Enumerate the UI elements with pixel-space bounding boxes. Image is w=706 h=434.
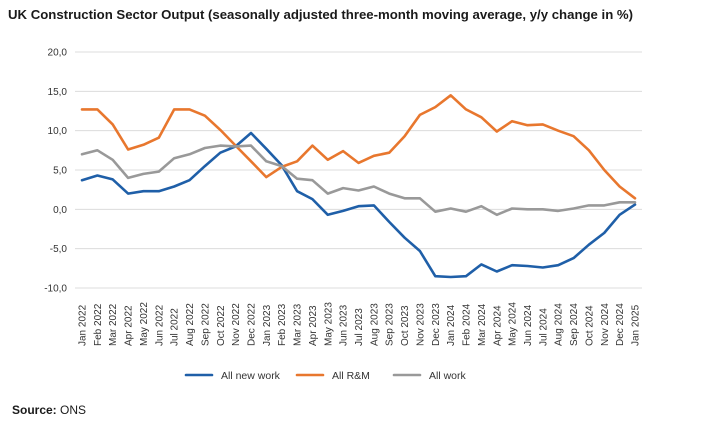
x-tick-label: May 2024 <box>508 302 519 346</box>
x-tick-label: Jul 2024 <box>538 308 549 346</box>
x-tick-label: Aug 2023 <box>369 303 380 346</box>
x-tick-label: Oct 2023 <box>400 305 411 346</box>
legend-label-all-new-work: All new work <box>221 370 281 382</box>
y-tick-label: 0,0 <box>53 205 67 216</box>
x-tick-label: Sep 2024 <box>569 303 580 346</box>
x-tick-label: Feb 2023 <box>277 303 288 346</box>
x-tick-label: Jun 2022 <box>154 304 165 346</box>
x-tick-label: Feb 2022 <box>93 303 104 346</box>
series-lines <box>80 94 637 279</box>
source-note: Source: ONS <box>12 403 86 417</box>
x-axis-ticks: Jan 2022 Feb 2022 Mar 2022 Apr 2022 May 2022… <box>78 302 642 346</box>
x-tick-label: May 2023 <box>323 302 334 346</box>
gridlines <box>75 51 642 289</box>
y-tick-label: 20,0 <box>48 48 68 59</box>
x-tick-label: Dec 2024 <box>615 303 626 346</box>
x-tick-label: Jan 2025 <box>631 304 642 346</box>
x-tick-label: Oct 2024 <box>584 305 595 346</box>
x-tick-label: Apr 2024 <box>492 305 503 346</box>
x-tick-label: Apr 2023 <box>308 305 319 346</box>
y-tick-label: -5,0 <box>50 244 68 255</box>
x-tick-label: May 2022 <box>139 302 150 346</box>
x-tick-label: Mar 2024 <box>477 303 488 346</box>
y-tick-label: -10,0 <box>44 284 67 295</box>
x-tick-label: Jul 2022 <box>170 308 181 346</box>
x-tick-label: Oct 2022 <box>216 305 227 346</box>
x-tick-label: Sep 2022 <box>200 303 211 346</box>
y-tick-label: 10,0 <box>48 126 68 137</box>
y-axis-ticks: 20,0 15,0 10,0 5,0 0,0 -5,0 -10,0 <box>44 48 67 295</box>
series-line-all-new-work <box>80 131 637 279</box>
y-tick-label: 15,0 <box>48 87 68 98</box>
x-tick-label: Dec 2023 <box>431 303 442 346</box>
chart-title: UK Construction Sector Output (seasonall… <box>8 7 634 22</box>
x-tick-label: Mar 2023 <box>293 303 304 346</box>
x-tick-label: Sep 2023 <box>385 303 396 346</box>
source-value: ONS <box>60 403 87 417</box>
x-tick-label: Nov 2023 <box>415 303 426 346</box>
x-tick-label: Apr 2022 <box>124 305 135 346</box>
source-label: Source: <box>12 403 57 417</box>
x-tick-label: Nov 2024 <box>600 303 611 346</box>
y-tick-label: 5,0 <box>53 166 67 177</box>
x-tick-label: Jun 2024 <box>523 304 534 346</box>
legend-label-all-r-m: All R&M <box>332 370 370 382</box>
x-tick-label: Jan 2024 <box>446 304 457 346</box>
x-tick-label: Aug 2022 <box>185 303 196 346</box>
x-tick-label: Dec 2022 <box>246 303 257 346</box>
x-tick-label: Jan 2023 <box>262 304 273 346</box>
x-tick-label: Jul 2023 <box>354 308 365 346</box>
series-line-all-work <box>80 144 637 217</box>
x-tick-label: Aug 2024 <box>554 303 565 346</box>
x-tick-label: Jan 2022 <box>78 304 89 346</box>
x-tick-label: Mar 2022 <box>108 303 119 346</box>
series-line-all-r-m <box>80 94 637 200</box>
legend: All new work All R&M All work <box>184 370 467 382</box>
x-tick-label: Jun 2023 <box>339 304 350 346</box>
x-tick-label: Feb 2024 <box>462 303 473 346</box>
legend-label-all-work: All work <box>429 370 467 382</box>
x-tick-label: Nov 2022 <box>231 303 242 346</box>
